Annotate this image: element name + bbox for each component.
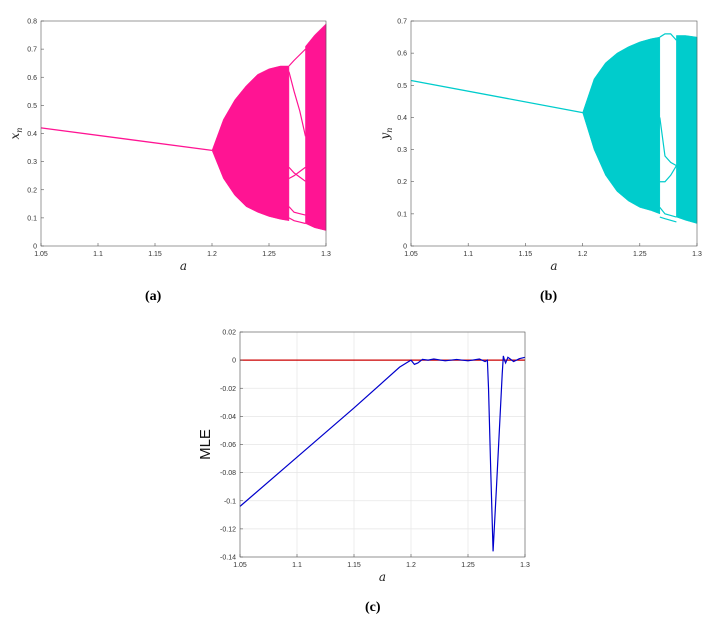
y-tick-label: 0.7 bbox=[397, 19, 407, 26]
y-axis-label-main: x bbox=[8, 132, 22, 139]
x-tick-label: 1.15 bbox=[519, 251, 533, 258]
periodic-branch bbox=[288, 166, 306, 182]
y-tick-label: 0.6 bbox=[397, 51, 407, 58]
chaotic-band bbox=[582, 36, 661, 215]
x-axis-label: a bbox=[180, 259, 187, 273]
y-tick-label: 0.4 bbox=[397, 115, 407, 122]
caption-a: (a) bbox=[145, 289, 162, 304]
y-tick-label: 0.2 bbox=[397, 179, 407, 186]
y-axis-label-subscript: n bbox=[385, 128, 394, 133]
y-tick-label: -0.1 bbox=[224, 498, 236, 505]
y-tick-label: 0.7 bbox=[27, 47, 37, 54]
y-tick-label: 0.4 bbox=[27, 131, 37, 138]
x-tick-label: 1.25 bbox=[262, 251, 276, 258]
chart-a-group: 1.05 1.1 1.15 1.2 1.25 1.3 0 0.1 0.2 0.3 0.4 0.5 0.6… bbox=[8, 19, 331, 274]
fixed-point-line bbox=[410, 79, 583, 114]
periodic-branch bbox=[659, 165, 677, 183]
x-tick-label: 1.2 bbox=[207, 251, 217, 258]
y-axis-label-subscript: n bbox=[15, 128, 24, 133]
y-tick-label: -0.04 bbox=[220, 414, 236, 421]
y-tick-label: 0.02 bbox=[222, 330, 236, 337]
x-tick-label: 1.25 bbox=[633, 251, 647, 258]
periodic-branch bbox=[288, 217, 306, 225]
x-tick-label: 1.3 bbox=[692, 251, 702, 258]
x-tick-label: 1.15 bbox=[148, 251, 162, 258]
periodic-branch bbox=[659, 207, 677, 218]
x-axis-label: a bbox=[550, 259, 557, 273]
x-tick-label: 1.2 bbox=[406, 562, 416, 569]
y-axis-label: xn bbox=[8, 128, 24, 140]
fixed-point-line bbox=[40, 127, 213, 152]
chaotic-band-right bbox=[305, 23, 327, 231]
chaotic-band bbox=[211, 65, 290, 221]
y-tick-label: 0.1 bbox=[27, 215, 37, 222]
y-tick-label: -0.06 bbox=[220, 442, 236, 449]
mle-curve bbox=[239, 355, 526, 552]
y-tick-label: 0.2 bbox=[27, 187, 37, 194]
y-axis-label: MLE bbox=[197, 429, 214, 460]
chart-c-group: 1.05 1.1 1.15 1.2 1.25 1.3 0.02 0 -0.02 -0.04 -0.0… bbox=[197, 330, 530, 585]
x-axis-label: a bbox=[379, 570, 386, 584]
y-tick-label: 0.6 bbox=[27, 75, 37, 82]
caption-c: (c) bbox=[365, 600, 381, 615]
chaotic-band-right bbox=[676, 35, 698, 224]
x-tick-label: 1.25 bbox=[461, 562, 475, 569]
y-tick-label: 0 bbox=[33, 244, 37, 251]
y-tick-label: -0.02 bbox=[220, 386, 236, 393]
y-tick-label: 0.5 bbox=[397, 83, 407, 90]
periodic-branch bbox=[288, 71, 307, 137]
x-tick-label: 1.05 bbox=[404, 251, 418, 258]
x-tick-label: 1.15 bbox=[347, 562, 361, 569]
periodic-branch bbox=[659, 117, 677, 167]
axes-frame bbox=[410, 20, 698, 247]
y-tick-label: 0.5 bbox=[27, 103, 37, 110]
x-tick-label: 1.1 bbox=[463, 251, 473, 258]
y-axis-label-main: y bbox=[378, 132, 392, 140]
y-tick-label: 0.8 bbox=[27, 19, 37, 26]
x-tick-label: 1.1 bbox=[93, 251, 103, 258]
periodic-branch bbox=[659, 33, 677, 41]
periodic-branch bbox=[288, 48, 306, 67]
x-tick-label: 1.3 bbox=[520, 562, 530, 569]
y-tick-label: 0.1 bbox=[397, 211, 407, 218]
x-tick-label: 1.05 bbox=[34, 251, 48, 258]
periodic-branch bbox=[288, 206, 306, 216]
y-tick-label: 0.3 bbox=[27, 159, 37, 166]
y-tick-label: -0.14 bbox=[220, 555, 236, 562]
caption-b: (b) bbox=[540, 289, 558, 304]
x-tick-label: 1.1 bbox=[292, 562, 302, 569]
periodic-branch bbox=[288, 166, 306, 180]
y-tick-label: -0.08 bbox=[220, 470, 236, 477]
y-tick-label: 0 bbox=[232, 358, 236, 365]
x-tick-label: 1.05 bbox=[233, 562, 247, 569]
y-tick-label: -0.12 bbox=[220, 526, 236, 533]
x-tick-label: 1.2 bbox=[578, 251, 588, 258]
x-tick-label: 1.3 bbox=[321, 251, 331, 258]
chart-b-group: 1.05 1.1 1.15 1.2 1.25 1.3 0 0.1 0.2 0.3 0.4 0.5 0.6… bbox=[378, 19, 702, 274]
y-tick-label: 0.3 bbox=[397, 147, 407, 154]
y-axis-label: yn bbox=[378, 128, 394, 141]
periodic-branch bbox=[659, 216, 677, 223]
y-tick-label: 0 bbox=[403, 244, 407, 251]
